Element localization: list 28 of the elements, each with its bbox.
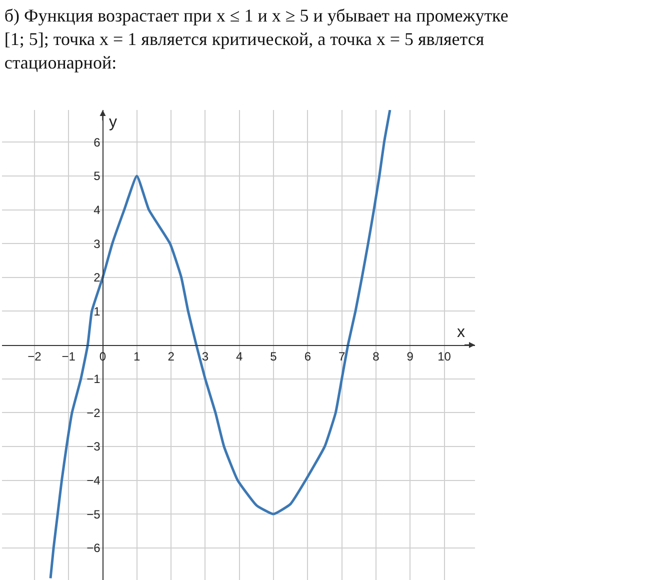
y-tick-label: −6 — [86, 541, 101, 556]
line-series — [49, 110, 392, 580]
y-tick-label: 2 — [94, 270, 101, 285]
y-tick-label: −2 — [86, 406, 101, 420]
y-tick-label: −1 — [86, 372, 101, 386]
x-tick-label: 2 — [168, 349, 175, 364]
x-tick-label: 4 — [236, 349, 244, 364]
x-tick-label: 5 — [270, 349, 278, 364]
x-tick-label: 10 — [438, 349, 452, 364]
x-tick-label: 6 — [304, 349, 312, 364]
chart-title: б) Функция возрастает при x ≤ 1 и x ≥ 5 и убывает на промежутке [1; 5]; точка x = 1 является критической, а точка x = 5 является стационарной: — [4, 6, 508, 72]
y-tick-label: 6 — [94, 135, 101, 150]
y-tick-label: 5 — [94, 169, 101, 184]
x-tick-label: −1 — [62, 349, 76, 364]
x-tick-label: −2 — [28, 349, 42, 364]
y-tick-label: 1 — [94, 304, 101, 318]
y-tick-label: 3 — [94, 236, 101, 251]
y-axis-title: y — [109, 114, 117, 131]
x-tick-label: 7 — [338, 349, 346, 364]
y-tick-label: −4 — [86, 473, 101, 488]
x-tick-label: 3 — [202, 349, 209, 364]
x-tick-label: 1 — [134, 349, 141, 364]
y-tick-label: −5 — [86, 507, 101, 522]
y-tick-label: −3 — [86, 440, 101, 454]
x-tick-label: 8 — [372, 349, 380, 364]
y-tick-label: 4 — [94, 202, 101, 217]
x-tick-label: 9 — [406, 349, 414, 364]
x-axis-title: x — [457, 324, 465, 341]
